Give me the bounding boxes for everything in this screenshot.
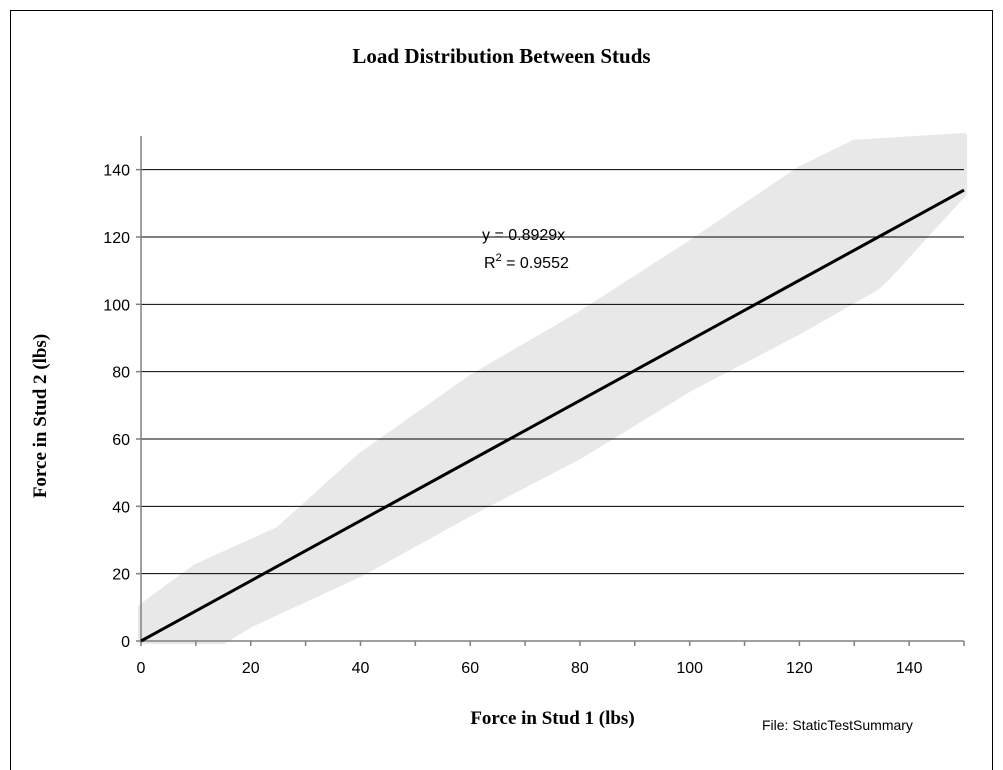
r2-value: = 0.9552 <box>502 255 569 272</box>
x-tick-label: 80 <box>571 660 589 677</box>
chart-title: Load Distribution Between Studs <box>352 44 651 68</box>
x-axis-label: Force in Stud 1 (lbs) <box>470 708 635 729</box>
y-tick-label: 80 <box>112 365 130 382</box>
x-tick-label: 0 <box>137 660 146 677</box>
x-tick-label: 120 <box>786 660 813 677</box>
file-footnote: File: StaticTestSummary <box>762 717 913 733</box>
r2-prefix: R <box>484 255 496 272</box>
chart-frame <box>10 10 993 770</box>
x-tick-label: 60 <box>461 660 479 677</box>
r2-superscript: 2 <box>496 252 502 264</box>
scatter-cloud <box>138 133 967 644</box>
tick-labels: 0 20 40 60 80 100 120 140 0 20 40 60 80 100 120 140 <box>103 163 922 677</box>
y-tick-label: 20 <box>112 567 130 584</box>
y-tick-label: 0 <box>121 634 130 651</box>
x-tick-label: 20 <box>242 660 260 677</box>
gridlines <box>141 169 964 575</box>
y-tick-label: 40 <box>112 499 130 516</box>
y-tick-label: 120 <box>103 230 130 247</box>
y-tick-label: 60 <box>112 432 130 449</box>
axes <box>136 136 965 646</box>
y-tick-label: 140 <box>103 163 130 180</box>
trendline <box>140 188 965 643</box>
scatter-points <box>138 133 967 644</box>
trendline-equation: y = 0.8929x <box>482 227 565 244</box>
x-tick-label: 140 <box>896 660 923 677</box>
x-tick-label: 40 <box>352 660 370 677</box>
trendline-r-squared: R2 = 0.9552 <box>484 252 569 272</box>
x-tick-label: 100 <box>676 660 703 677</box>
trendline-line <box>140 188 965 643</box>
y-tick-label: 100 <box>103 297 130 314</box>
